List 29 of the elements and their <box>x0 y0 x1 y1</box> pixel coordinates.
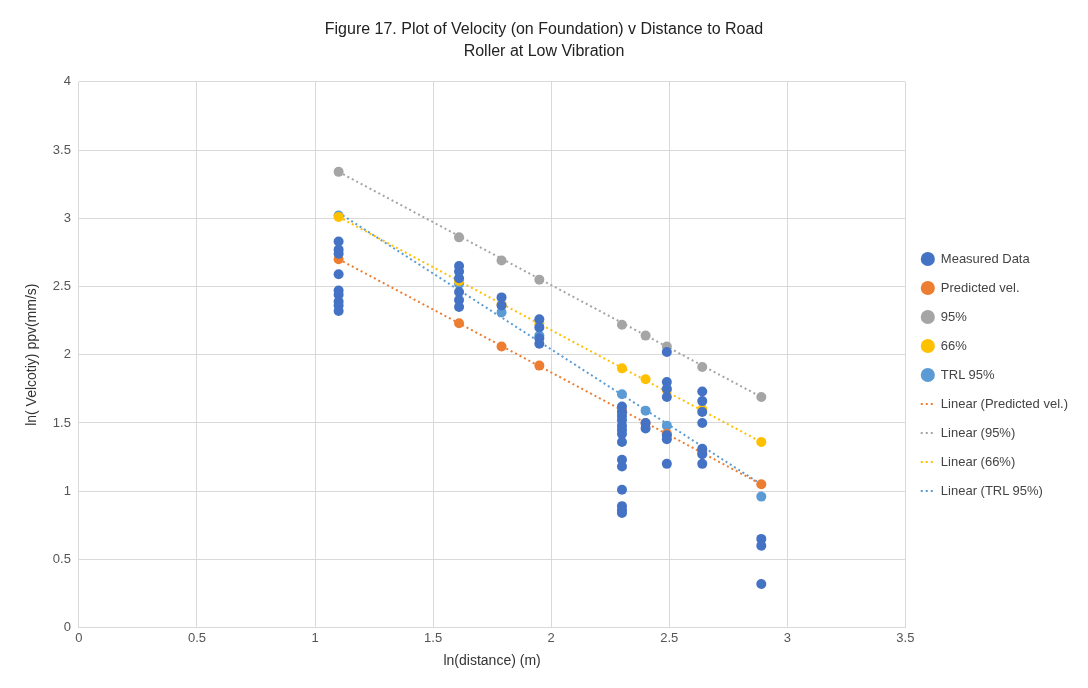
y-tick-label: 2 <box>63 346 71 362</box>
x-tick-label: 3 <box>783 629 791 645</box>
legend-label: Predicted vel. <box>940 279 1020 295</box>
legend-label: Linear (Predicted vel.) <box>940 395 1068 411</box>
y-tick-label: 0 <box>63 619 71 635</box>
legend-label: 95% <box>940 308 968 324</box>
x-tick-label: 3.5 <box>896 629 915 645</box>
chart-title: Figure 17. Plot of Velocity (on Foundation) v Distance to Road Roller at Low Vibration <box>323 19 765 61</box>
y-tick-label: 2.5 <box>52 278 71 294</box>
legend-label: TRL 95% <box>940 366 995 382</box>
legend-label: Linear (TRL 95%) <box>940 482 1043 498</box>
x-tick-label: 1 <box>311 629 319 645</box>
y-tick-label: 1.5 <box>52 414 71 430</box>
y-axis-title: ln( Velcotiy) ppv(mm/s) <box>23 283 40 426</box>
legend-label: 66% <box>940 337 968 353</box>
x-tick-label: 2.5 <box>660 629 679 645</box>
legend-label: Measured Data <box>940 250 1031 266</box>
x-axis-title: ln(distance) (m) <box>443 652 541 669</box>
y-tick-label: 0.5 <box>52 550 71 566</box>
x-tick-label: 0 <box>75 629 83 645</box>
y-tick-label: 3.5 <box>52 141 71 157</box>
x-tick-label: 1.5 <box>424 629 443 645</box>
x-tick-label: 0.5 <box>187 629 206 645</box>
legend-label: Linear (66%) <box>940 453 1016 469</box>
x-tick-label: 2 <box>547 629 555 645</box>
y-tick-label: 3 <box>63 209 71 225</box>
legend-label: Linear (95%) <box>940 424 1016 440</box>
y-tick-label: 1 <box>63 482 71 498</box>
y-tick-label: 4 <box>63 73 71 89</box>
